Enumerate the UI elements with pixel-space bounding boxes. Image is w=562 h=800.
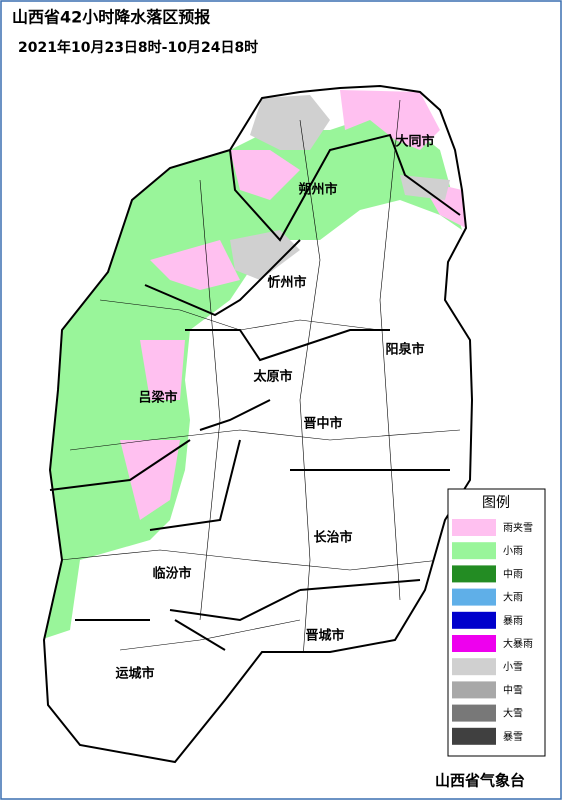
legend-label: 大暴雨 [503, 637, 533, 650]
city-label: 太原市 [252, 369, 292, 385]
legend-label: 大雪 [503, 707, 523, 720]
city-label: 吕梁市 [138, 390, 177, 406]
legend-label: 小雨 [503, 545, 523, 557]
legend-label: 雨夹雪 [503, 521, 533, 534]
light-snow-area [250, 95, 330, 150]
sleet-area [230, 150, 300, 200]
legend-label: 中雨 [503, 567, 523, 580]
footer: 山西省气象台 [435, 772, 525, 790]
legend-label: 大雨 [503, 591, 523, 604]
legend-swatch [452, 611, 496, 629]
legend-swatch [452, 519, 496, 536]
legend-label: 小雪 [503, 661, 523, 673]
sleet-area [140, 340, 185, 400]
sleet-area [150, 240, 240, 290]
city-label: 晋城市 [305, 628, 344, 644]
city-label: 晋中市 [303, 416, 342, 432]
legend-swatch [452, 542, 496, 560]
city-label: 朔州市 [298, 182, 337, 198]
light-snow-area [230, 230, 300, 280]
legend-swatch [452, 658, 496, 676]
precip-areas [44, 90, 466, 640]
sleet-area [120, 440, 180, 520]
city-borders [42, 84, 474, 764]
sleet-area [340, 90, 440, 150]
city-label: 阳泉市 [385, 342, 424, 358]
legend-swatch [452, 635, 496, 652]
map-subtitle: 2021年10月23日8时-10月24日8时 [18, 39, 258, 56]
legend-swatch [452, 565, 496, 583]
map-title: 山西省42小时降水落区预报 [12, 8, 210, 27]
legend-swatch [452, 588, 496, 606]
legend-swatch [452, 704, 496, 722]
legend-label: 暴雪 [503, 731, 523, 743]
city-label: 长治市 [313, 530, 352, 546]
legend-label: 中雪 [503, 683, 523, 696]
legend-swatch [452, 681, 496, 699]
legend-title: 图例 [482, 495, 510, 511]
city-label: 运城市 [115, 666, 154, 682]
city-label: 临汾市 [152, 566, 191, 582]
city-label: 大同市 [395, 134, 434, 150]
legend-swatch [452, 727, 496, 745]
legend-label: 暴雨 [503, 615, 523, 627]
city-label: 忻州市 [267, 275, 306, 291]
